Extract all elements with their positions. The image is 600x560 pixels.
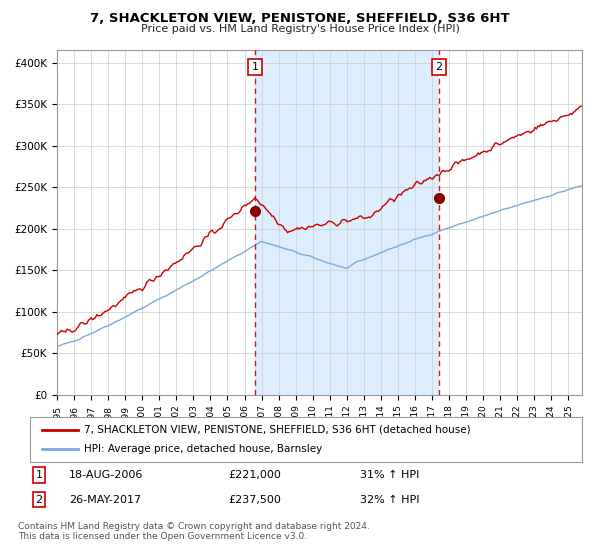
Text: 2: 2	[435, 62, 442, 72]
Text: 18-AUG-2006: 18-AUG-2006	[69, 470, 143, 480]
Text: £237,500: £237,500	[228, 494, 281, 505]
Bar	[255, 50, 439, 395]
Text: 31% ↑ HPI: 31% ↑ HPI	[360, 470, 419, 480]
Text: HPI: Average price, detached house, Barnsley: HPI: Average price, detached house, Barn…	[84, 445, 322, 455]
Text: 26-MAY-2017: 26-MAY-2017	[69, 494, 141, 505]
Text: 1: 1	[252, 62, 259, 72]
Text: 2: 2	[35, 494, 43, 505]
Text: 7, SHACKLETON VIEW, PENISTONE, SHEFFIELD, S36 6HT (detached house): 7, SHACKLETON VIEW, PENISTONE, SHEFFIELD…	[84, 424, 470, 435]
Text: 7, SHACKLETON VIEW, PENISTONE, SHEFFIELD, S36 6HT: 7, SHACKLETON VIEW, PENISTONE, SHEFFIELD…	[90, 12, 510, 25]
Text: 32% ↑ HPI: 32% ↑ HPI	[360, 494, 419, 505]
Text: Price paid vs. HM Land Registry's House Price Index (HPI): Price paid vs. HM Land Registry's House …	[140, 24, 460, 34]
Text: £221,000: £221,000	[228, 470, 281, 480]
Text: 1: 1	[35, 470, 43, 480]
Text: Contains HM Land Registry data © Crown copyright and database right 2024.
This d: Contains HM Land Registry data © Crown c…	[18, 522, 370, 542]
